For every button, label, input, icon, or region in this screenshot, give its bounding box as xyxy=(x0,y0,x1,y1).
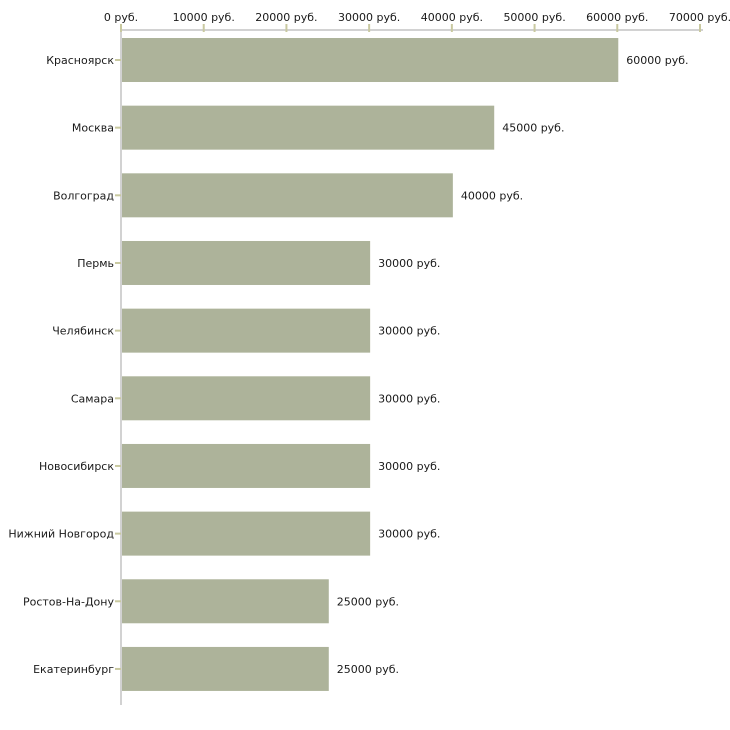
category-label: Пермь xyxy=(77,257,114,270)
x-axis-tick-label: 10000 руб. xyxy=(173,11,235,24)
category-label: Челябинск xyxy=(52,325,114,338)
bar-value-label: 25000 руб. xyxy=(337,595,399,608)
bar-value-label: 30000 руб. xyxy=(378,392,440,405)
bar-value-label: 45000 руб. xyxy=(502,122,564,135)
category-label: Волгоград xyxy=(53,189,114,202)
x-axis-tick-label: 60000 руб. xyxy=(586,11,648,24)
category-label: Красноярск xyxy=(46,54,114,67)
bar-value-label: 30000 руб. xyxy=(378,528,440,541)
x-axis-tick-label: 40000 руб. xyxy=(421,11,483,24)
bar-value-label: 25000 руб. xyxy=(337,663,399,676)
bar-value-label: 60000 руб. xyxy=(626,54,688,67)
bar xyxy=(122,646,329,691)
x-axis-tick-label: 0 руб. xyxy=(104,11,138,24)
bar xyxy=(122,308,371,353)
category-label: Москва xyxy=(72,122,114,135)
bar xyxy=(122,511,371,556)
bar xyxy=(122,376,371,421)
bar-value-label: 30000 руб. xyxy=(378,460,440,473)
category-label: Ростов-На-Дону xyxy=(23,595,114,608)
bar-value-label: 30000 руб. xyxy=(378,257,440,270)
x-axis-tick-label: 30000 руб. xyxy=(338,11,400,24)
bar xyxy=(122,38,619,82)
x-axis-tick-label: 20000 руб. xyxy=(255,11,317,24)
bar xyxy=(122,443,371,488)
category-label: Новосибирск xyxy=(39,460,114,473)
category-label: Самара xyxy=(71,392,114,405)
bar xyxy=(122,579,329,624)
bar-value-label: 30000 руб. xyxy=(378,325,440,338)
category-label: Нижний Новгород xyxy=(8,528,114,541)
category-label: Екатеринбург xyxy=(33,663,114,676)
x-axis-tick-label: 70000 руб. xyxy=(669,11,730,24)
bar xyxy=(122,240,371,285)
bar-value-label: 40000 руб. xyxy=(461,189,523,202)
bar xyxy=(122,173,453,218)
bar xyxy=(122,105,495,150)
x-axis-tick-label: 50000 руб. xyxy=(503,11,565,24)
